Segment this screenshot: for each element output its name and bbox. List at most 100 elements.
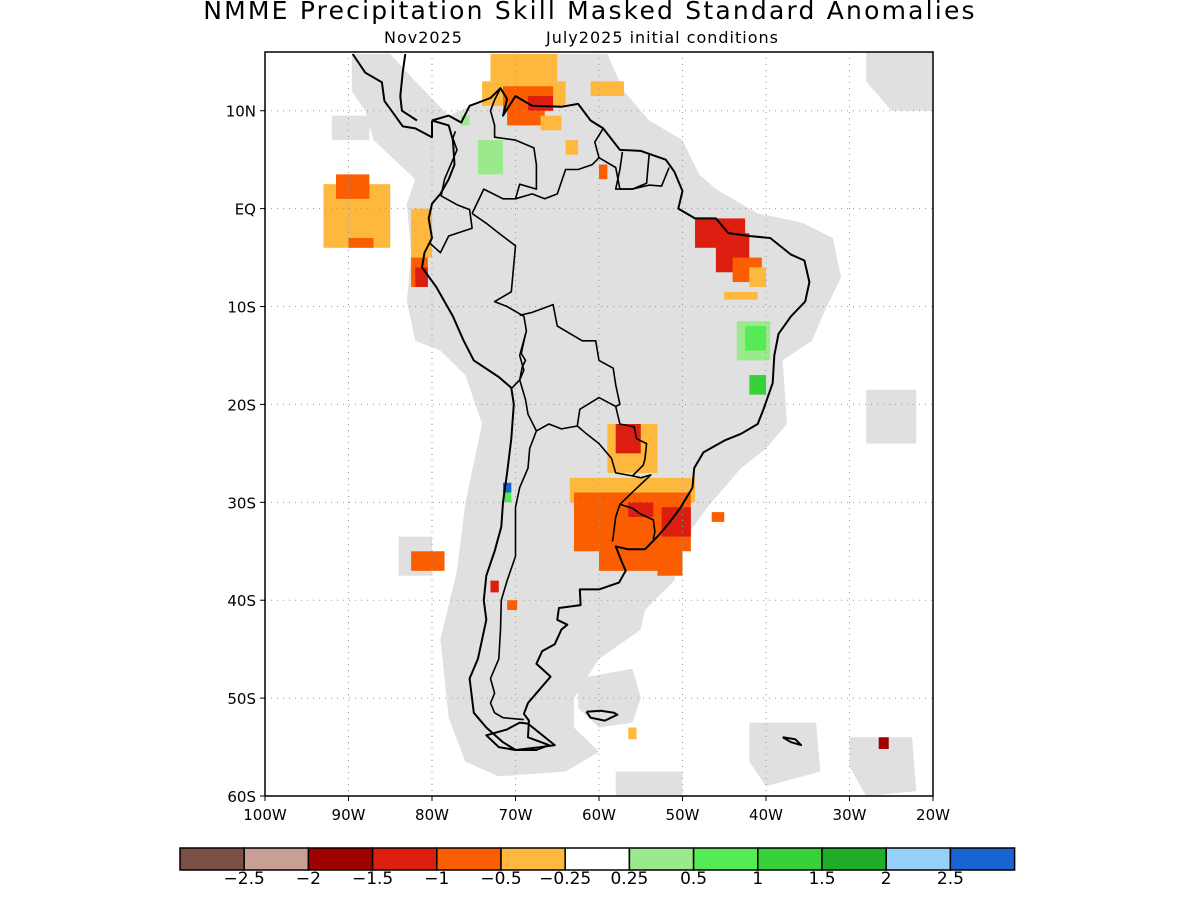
country-border [576, 406, 648, 477]
page-title: NMME Precipitation Skill Masked Standard… [203, 0, 977, 25]
anomaly-cell [628, 502, 654, 517]
anomaly-cell [565, 140, 579, 155]
legend-label: 1 [752, 869, 763, 889]
lat-tick-label: 40S [227, 592, 256, 610]
anomaly-cell [477, 140, 503, 175]
lat-tick-label: 30S [227, 494, 256, 512]
anomaly-cell [599, 164, 608, 180]
legend-swatch [692, 847, 759, 871]
mask-region [866, 389, 917, 444]
gridlines [265, 52, 933, 796]
anomaly-cell [657, 561, 683, 576]
anomaly-cell [528, 96, 554, 111]
mask-region [749, 722, 821, 787]
anomaly-cell [540, 115, 562, 131]
legend-swatch [757, 847, 823, 871]
country-border [515, 127, 604, 200]
legend-swatch [179, 847, 245, 871]
legend-label: 2.5 [937, 869, 964, 889]
mask-region [866, 52, 933, 111]
target-month-label: Nov2025 [384, 28, 463, 47]
legend-swatch [371, 847, 438, 871]
anomaly-cell [490, 580, 499, 593]
anomaly-cell [711, 512, 725, 522]
legend-swatch [500, 847, 566, 871]
anomaly-cell [335, 174, 370, 199]
legend-label: −1 [424, 869, 449, 889]
anomaly-cell [502, 492, 512, 503]
anomaly-cell [878, 737, 889, 750]
anomaly-cell [628, 727, 637, 740]
anomaly-cell [724, 291, 758, 300]
legend-label: 0.5 [680, 869, 707, 889]
map-axes: 100W 90W 80W 70W 60W 50W 40W 30W 20W 10N EQ 10S 20S 3… [226, 51, 950, 824]
color-legend: −2.5 −2 −1.5 −1 −0.5 −0.25 0.25 0.5 1 1.5 2 2.5 [179, 847, 1016, 889]
legend-swatch [885, 847, 952, 871]
anomaly-cell [749, 267, 766, 287]
anomaly-cell [461, 115, 470, 126]
legend-label: −2 [296, 869, 321, 889]
coastline [585, 709, 619, 722]
anomaly-cell [502, 482, 512, 493]
legend-swatch [628, 847, 695, 871]
country-border [619, 503, 656, 540]
coastline [485, 721, 556, 751]
anomaly-cell [411, 208, 432, 258]
coastline [351, 53, 433, 139]
legend-swatch [307, 847, 374, 871]
anomaly-cell [348, 238, 374, 248]
legend-label: −1.5 [352, 869, 393, 889]
legend-label: −0.5 [480, 869, 521, 889]
anomaly-cell [661, 507, 691, 537]
lon-tick-label: 60W [582, 806, 616, 824]
anomaly-cell [590, 81, 625, 97]
lat-tick-label: 10N [226, 103, 256, 121]
mask-region [578, 668, 641, 728]
lat-tick-label: EQ [235, 201, 256, 219]
country-border [614, 151, 650, 190]
lat-tick-label: 10S [227, 299, 256, 317]
anomaly-cell [490, 53, 558, 82]
anomaly-cell [507, 600, 518, 610]
country-border [611, 474, 652, 542]
country-border [471, 212, 528, 389]
country-border [518, 303, 621, 432]
mask-region [351, 54, 842, 777]
country-border [428, 131, 473, 254]
country-border [518, 333, 527, 381]
legend-swatch [949, 847, 1016, 871]
legend-label: −2.5 [224, 869, 265, 889]
lon-tick-label: 40W [749, 806, 783, 824]
lat-tick-label: 20S [227, 396, 256, 414]
legend-label: 2 [881, 869, 892, 889]
lon-tick-label: 70W [499, 806, 533, 824]
lon-tick-label: 100W [243, 806, 287, 824]
lon-tick-label: 90W [332, 806, 366, 824]
lon-tick-label: 50W [666, 806, 700, 824]
lat-tick-label: 50S [227, 690, 256, 708]
legend-swatch [821, 847, 887, 871]
anomaly-cell [745, 326, 766, 351]
anomaly-cell [749, 375, 766, 395]
mask-region [849, 737, 917, 796]
legend-label: −0.25 [539, 869, 591, 889]
legend-label: 1.5 [808, 869, 835, 889]
lon-tick-label: 30W [833, 806, 867, 824]
lat-tick-label: 60S [227, 788, 256, 806]
mask-region [615, 771, 683, 796]
initial-conditions-label: July2025 initial conditions [546, 28, 779, 47]
lon-tick-label: 80W [415, 806, 449, 824]
anomaly-cell [415, 267, 428, 287]
country-border [471, 87, 538, 214]
coastline [399, 53, 418, 122]
mask-region [331, 115, 370, 141]
coastline [782, 736, 803, 747]
country-border [489, 430, 538, 721]
legend-label: 0.25 [610, 869, 648, 889]
legend-swatch [243, 847, 310, 871]
legend-swatch [436, 847, 502, 871]
lon-tick-label: 20W [916, 806, 950, 824]
coastlines [351, 53, 811, 751]
anomaly-cell [411, 551, 445, 571]
